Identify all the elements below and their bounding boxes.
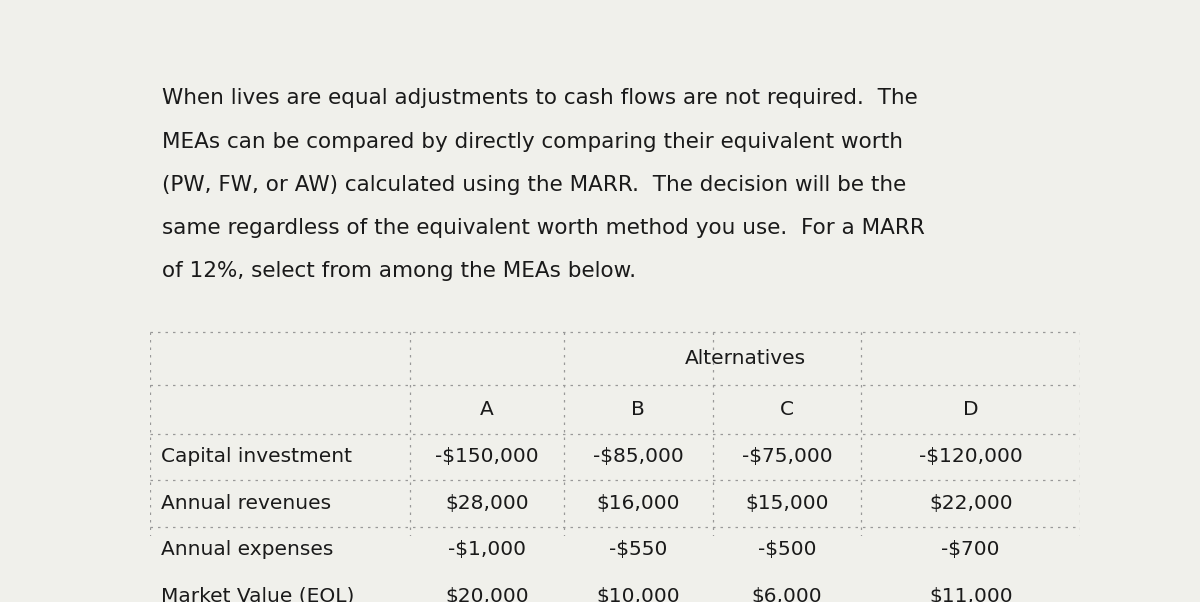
Text: -$700: -$700 bbox=[942, 540, 1000, 559]
Text: $15,000: $15,000 bbox=[745, 494, 829, 513]
Text: (PW, FW, or AW) calculated using the MARR.  The decision will be the: (PW, FW, or AW) calculated using the MAR… bbox=[162, 175, 906, 194]
Text: -$120,000: -$120,000 bbox=[919, 447, 1022, 467]
Text: same regardless of the equivalent worth method you use.  For a MARR: same regardless of the equivalent worth … bbox=[162, 218, 925, 238]
Text: $6,000: $6,000 bbox=[751, 586, 822, 602]
Text: Alternatives: Alternatives bbox=[685, 349, 805, 368]
Text: $22,000: $22,000 bbox=[929, 494, 1013, 513]
Text: $11,000: $11,000 bbox=[929, 586, 1013, 602]
Text: $10,000: $10,000 bbox=[596, 586, 680, 602]
Text: Market Value (EOL): Market Value (EOL) bbox=[161, 586, 354, 602]
Text: D: D bbox=[962, 400, 978, 419]
Text: $28,000: $28,000 bbox=[445, 494, 529, 513]
Text: Annual revenues: Annual revenues bbox=[161, 494, 331, 513]
Text: -$500: -$500 bbox=[758, 540, 816, 559]
Text: $16,000: $16,000 bbox=[596, 494, 680, 513]
Text: MEAs can be compared by directly comparing their equivalent worth: MEAs can be compared by directly compari… bbox=[162, 132, 904, 152]
Text: $20,000: $20,000 bbox=[445, 586, 529, 602]
Text: Capital investment: Capital investment bbox=[161, 447, 352, 467]
Text: Annual expenses: Annual expenses bbox=[161, 540, 334, 559]
Text: -$150,000: -$150,000 bbox=[436, 447, 539, 467]
Text: C: C bbox=[780, 400, 794, 419]
Text: -$75,000: -$75,000 bbox=[742, 447, 833, 467]
Text: B: B bbox=[631, 400, 646, 419]
Text: of 12%, select from among the MEAs below.: of 12%, select from among the MEAs below… bbox=[162, 261, 636, 281]
Text: When lives are equal adjustments to cash flows are not required.  The: When lives are equal adjustments to cash… bbox=[162, 88, 918, 108]
Text: -$550: -$550 bbox=[610, 540, 667, 559]
Text: A: A bbox=[480, 400, 494, 419]
Text: -$1,000: -$1,000 bbox=[448, 540, 526, 559]
Text: -$85,000: -$85,000 bbox=[593, 447, 684, 467]
